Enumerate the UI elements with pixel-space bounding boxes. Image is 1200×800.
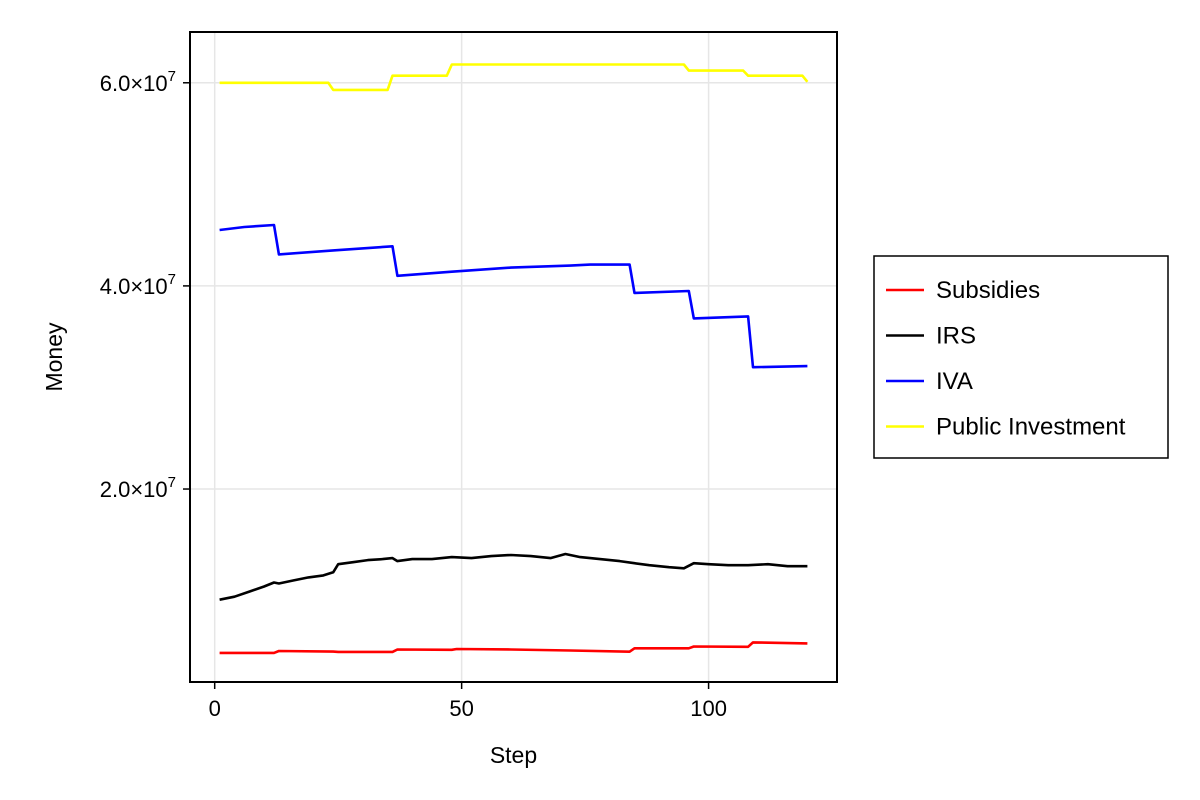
y-axis-label: Money — [41, 322, 67, 392]
legend-label-iva: IVA — [936, 368, 973, 395]
series-lines — [219, 63, 809, 655]
legend: Subsidies IRS IVA Public Investment — [873, 255, 1169, 459]
series-line-subsidies — [219, 641, 808, 655]
x-tick-label: 0 — [209, 696, 221, 721]
y-tick-label: 2.0×107 — [100, 474, 176, 502]
y-tick-mantissa: 2.0×10 — [100, 477, 168, 502]
x-tick-label: 50 — [449, 696, 473, 721]
x-tick-label: 100 — [690, 696, 727, 721]
series-line-public-investment — [219, 63, 809, 92]
grid-lines — [190, 32, 837, 682]
y-tick-exponent: 7 — [168, 68, 176, 85]
y-tick-label: 6.0×107 — [100, 68, 176, 96]
series-line-iva — [219, 223, 808, 369]
y-tick-exponent: 7 — [168, 271, 176, 288]
series-line-irs — [219, 552, 808, 601]
legend-label-irs: IRS — [936, 323, 976, 350]
y-tick-label: 4.0×107 — [100, 271, 176, 299]
y-tick-mantissa: 6.0×10 — [100, 71, 168, 96]
legend-label-public-investment: Public Investment — [936, 414, 1126, 441]
legend-label-subsidies: Subsidies — [936, 277, 1040, 304]
x-axis-label: Step — [490, 742, 537, 768]
y-tick-exponent: 7 — [168, 474, 176, 491]
y-tick-mantissa: 4.0×10 — [100, 274, 168, 299]
plot-frame — [189, 31, 838, 683]
